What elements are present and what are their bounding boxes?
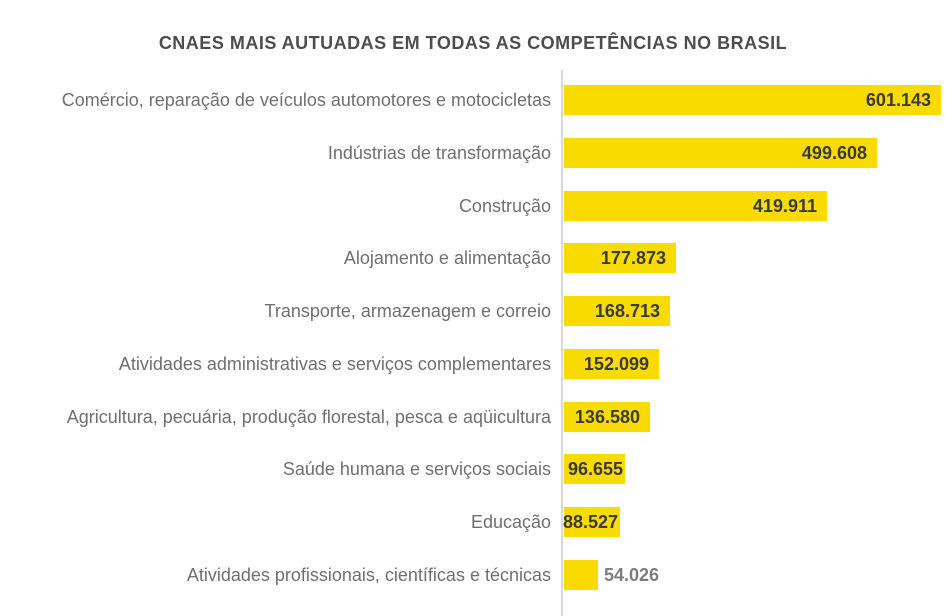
value-label: 168.713: [594, 301, 660, 321]
bar: [564, 402, 650, 432]
chart-row: Indústrias de transformação 499.608: [0, 138, 946, 168]
category-label: Atividades administrativas e serviços co…: [118, 354, 551, 374]
chart-title: CNAES MAIS AUTUADAS EM TODAS AS COMPETÊN…: [158, 33, 788, 53]
value-label: 88.527: [562, 512, 618, 532]
category-label: Educação: [470, 512, 551, 532]
bar: [564, 507, 620, 537]
value-label: 136.580: [574, 407, 640, 427]
chart-row: Transporte, armazenagem e correio 168.713: [0, 296, 946, 326]
chart-row: Alojamento e alimentação 177.873: [0, 243, 946, 273]
chart-row: Comércio, reparação de veículos automoto…: [0, 85, 946, 115]
chart-row: Atividades profissionais, científicas e …: [0, 560, 946, 590]
bar: [564, 560, 598, 590]
bar: [564, 454, 625, 484]
value-label: 419.911: [752, 196, 817, 216]
chart-row: Agricultura, pecuária, produção floresta…: [0, 402, 946, 432]
chart-row: Educação 88.527: [0, 507, 946, 537]
value-label: 499.608: [801, 143, 867, 163]
value-label: 96.655: [567, 459, 623, 479]
category-label: Agricultura, pecuária, produção floresta…: [66, 407, 551, 427]
bar: [564, 243, 676, 273]
bar: [564, 138, 877, 168]
category-label: Indústrias de transformação: [327, 143, 551, 163]
bar: [564, 191, 827, 221]
chart-row: Saúde humana e serviços sociais 96.655: [0, 454, 946, 484]
bar: [564, 296, 670, 326]
category-label: Saúde humana e serviços sociais: [282, 459, 551, 479]
axis-baseline: [561, 70, 563, 616]
value-label: 152.099: [583, 354, 649, 374]
category-label: Alojamento e alimentação: [343, 248, 551, 268]
value-label: 54.026: [604, 565, 660, 585]
category-label: Construção: [458, 196, 551, 216]
value-label: 177.873: [600, 248, 666, 268]
category-label: Comércio, reparação de veículos automoto…: [61, 90, 551, 110]
chart-row: Atividades administrativas e serviços co…: [0, 349, 946, 379]
value-label: 601.143: [865, 90, 931, 110]
chart-row: Construção 419.911: [0, 191, 946, 221]
bar: [564, 85, 941, 115]
category-label: Atividades profissionais, científicas e …: [186, 565, 551, 585]
category-label: Transporte, armazenagem e correio: [264, 301, 551, 321]
bar: [564, 349, 659, 379]
